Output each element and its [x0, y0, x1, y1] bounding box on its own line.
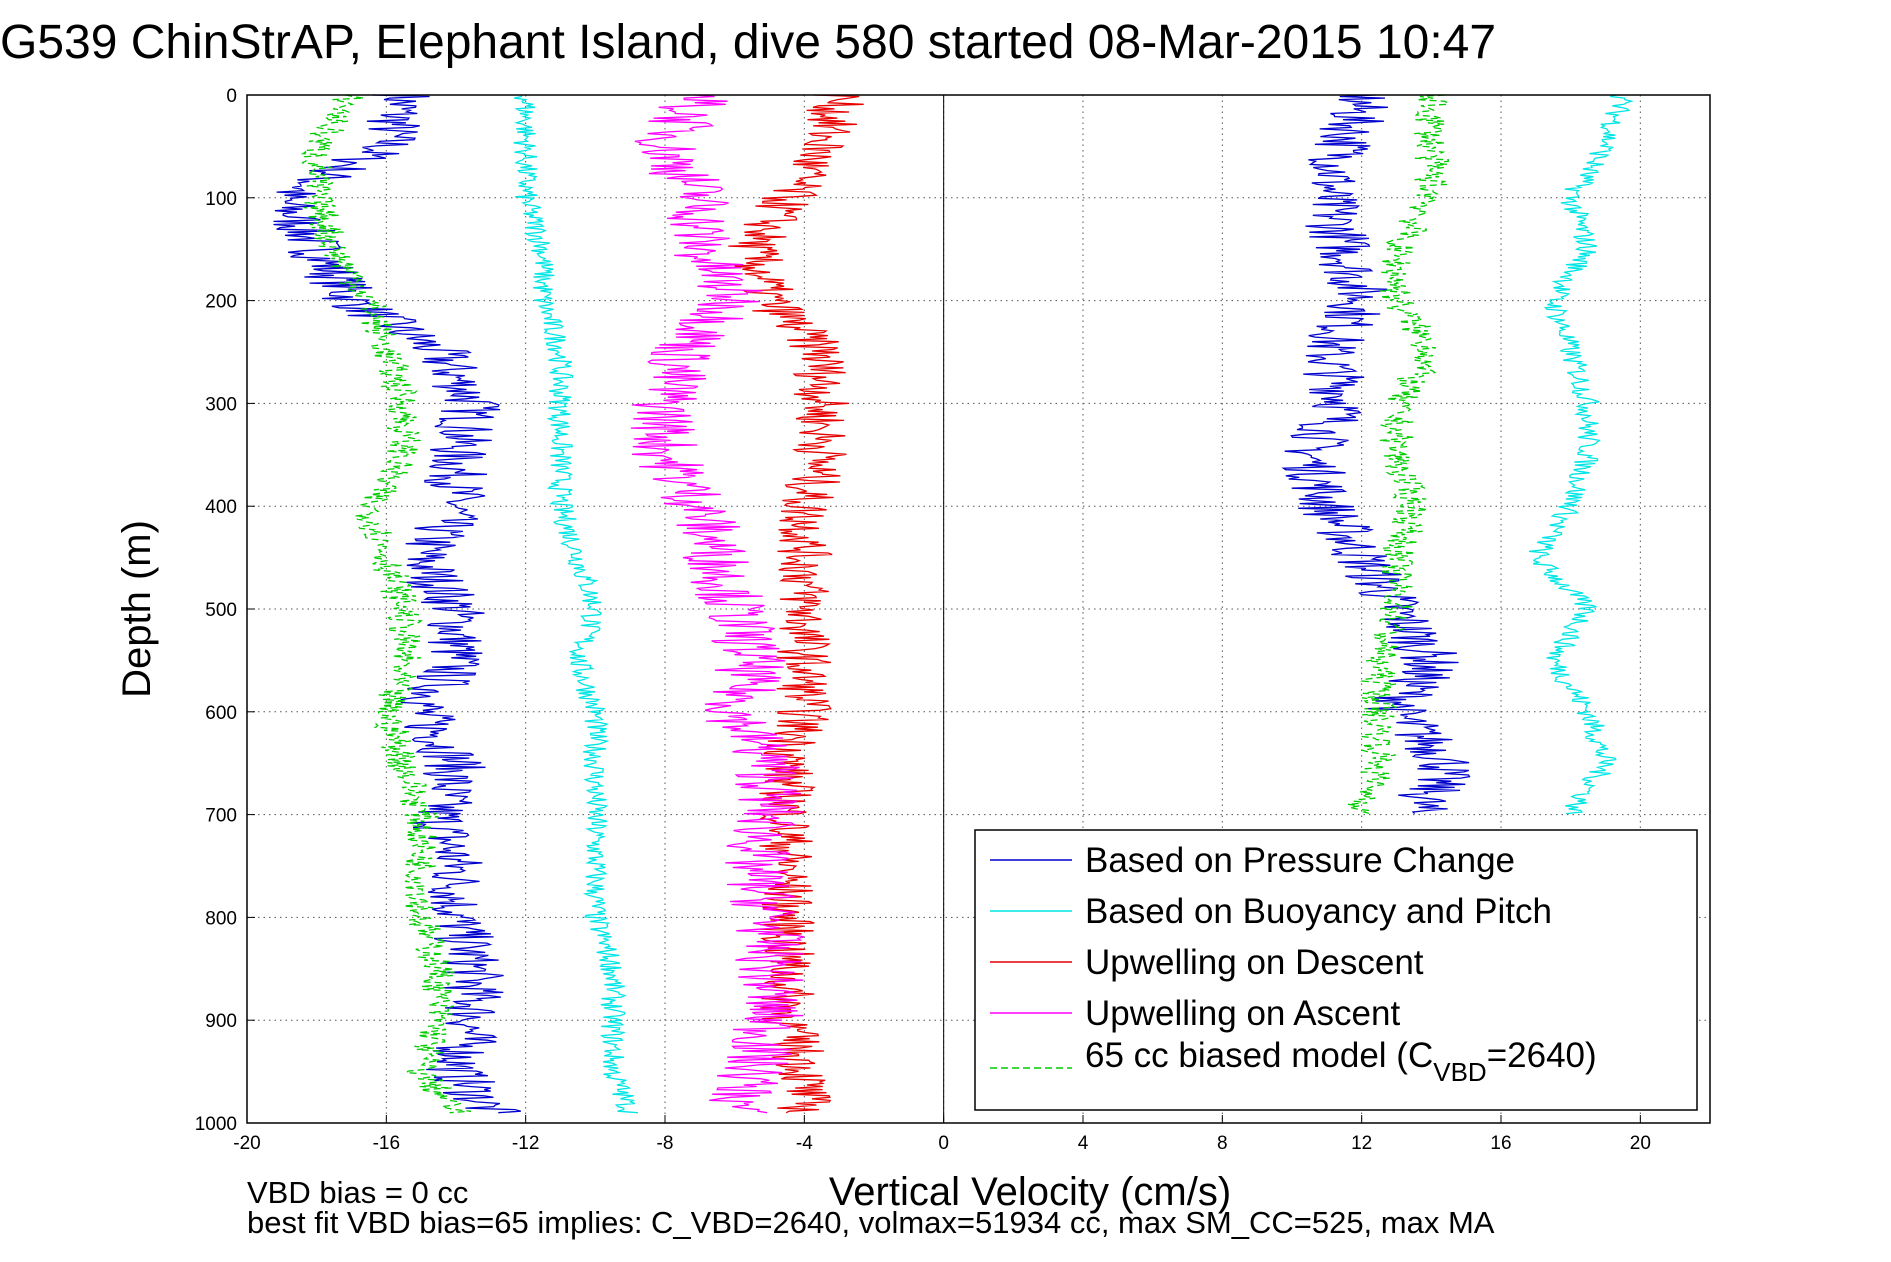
x-tick-label: 4	[1078, 1133, 1089, 1154]
series-pressure-change-descent	[273, 94, 521, 1114]
legend-label-upwelling-descent: Upwelling on Descent	[1085, 943, 1424, 982]
series-buoyancy-pitch-descent	[513, 94, 639, 1114]
y-tick-label: 300	[205, 394, 237, 415]
x-tick-label: -16	[373, 1133, 400, 1154]
y-tick-label: 400	[205, 497, 237, 518]
x-tick-label: -4	[796, 1133, 813, 1154]
x-tick-label: 16	[1490, 1133, 1511, 1154]
series-biased-model-ascent	[1347, 94, 1450, 815]
x-tick-label: 12	[1351, 1133, 1372, 1154]
y-axis-label: Depth (m)	[115, 520, 159, 698]
y-tick-label: 0	[226, 86, 237, 107]
y-tick-label: 1000	[195, 1114, 237, 1135]
legend-label-pressure-change: Based on Pressure Change	[1085, 841, 1515, 880]
x-tick-label: 20	[1630, 1133, 1651, 1154]
series-biased-model-descent	[300, 94, 472, 1114]
legend-label-buoyancy-pitch: Based on Buoyancy and Pitch	[1085, 892, 1552, 931]
legend-label-biased-model-tail: =2640)	[1487, 1036, 1597, 1075]
series-buoyancy-pitch-ascent	[1528, 94, 1634, 815]
series-upwelling-descent-profile	[728, 94, 864, 1114]
y-tick-label: 700	[205, 806, 237, 827]
legend-label-biased-model-main: 65 cc biased model (C	[1085, 1036, 1433, 1075]
series-layer	[273, 94, 1634, 1114]
y-tick-label: 900	[205, 1011, 237, 1032]
y-tick-labels: 0 100 200 300 400 500 600 700 800 900 1000	[195, 86, 237, 1135]
x-axis-label: Vertical Velocity (cm/s)	[829, 1170, 1231, 1214]
x-tick-label: -8	[657, 1133, 674, 1154]
legend: Based on Pressure Change Based on Buoyan…	[974, 829, 1698, 1111]
y-tick-label: 600	[205, 703, 237, 724]
legend-label-biased-model-sub: VBD	[1433, 1057, 1486, 1087]
x-tick-label: -20	[233, 1133, 260, 1154]
plot-frame	[246, 94, 1711, 1124]
footnote-line-2: best fit VBD bias=65 implies: C_VBD=2640…	[247, 1205, 1495, 1240]
x-tick-label: -12	[512, 1133, 539, 1154]
x-tick-labels: -20 -16 -12 -8 -4 0 4 8 12 16 20	[233, 1133, 1651, 1154]
x-tick-label: 8	[1217, 1133, 1228, 1154]
legend-box	[974, 829, 1698, 1111]
chart-title: G539 ChinStrAP, Elephant Island, dive 58…	[0, 16, 1496, 69]
series-pressure-change-ascent	[1281, 94, 1471, 815]
x-tick-label: 0	[938, 1133, 949, 1154]
footnote-line-1: VBD bias = 0 cc	[247, 1175, 468, 1210]
y-tick-label: 800	[205, 908, 237, 929]
y-tick-label: 100	[205, 189, 237, 210]
legend-label-biased-model: 65 cc biased model (CVBD=2640)	[1085, 1036, 1597, 1087]
legend-label-upwelling-ascent: Upwelling on Ascent	[1085, 994, 1400, 1033]
y-tick-label: 500	[205, 600, 237, 621]
y-tick-label: 200	[205, 292, 237, 313]
series-upwelling-ascent-profile	[630, 94, 805, 1114]
